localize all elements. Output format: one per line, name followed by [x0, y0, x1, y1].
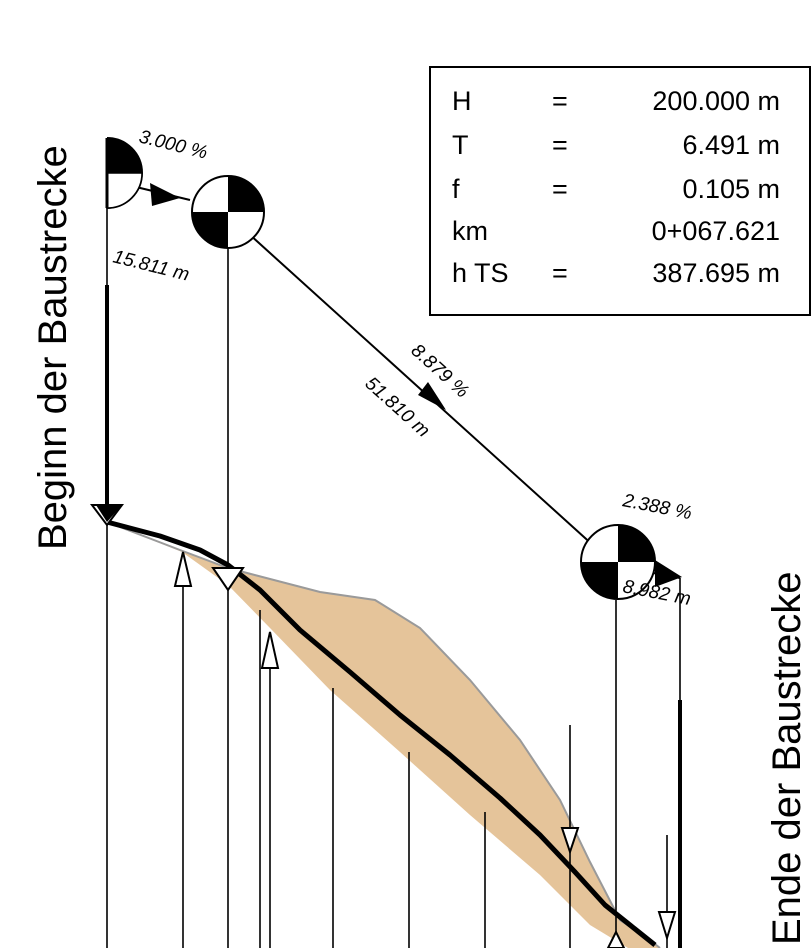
segment-2-grade: 8.879 %	[407, 340, 473, 402]
start-label: Beginn der Baustrecke	[31, 145, 75, 550]
vertex-marker-1	[191, 175, 265, 249]
info-key: km	[452, 216, 488, 246]
info-eq: =	[552, 86, 568, 116]
tangent-arrow-2	[418, 382, 446, 410]
up-arrows	[173, 551, 626, 948]
info-eq: =	[552, 174, 568, 204]
tangent-arrow-3	[655, 560, 682, 587]
info-key: H	[452, 86, 472, 116]
info-key: h TS	[452, 258, 509, 288]
segment-1-length: 15.811 m	[111, 246, 192, 285]
segment-3-grade: 2.388 %	[620, 490, 694, 524]
info-key: T	[452, 130, 469, 160]
info-box	[429, 66, 811, 316]
vertex-marker-2	[580, 524, 656, 600]
start-point-marker	[105, 137, 143, 209]
tangent-arrow-1	[150, 183, 180, 206]
info-value: 0+067.621	[652, 216, 780, 246]
design-grade-line	[106, 519, 657, 947]
segment-1-grade: 3.000 %	[137, 126, 210, 163]
terrain-fill	[107, 522, 660, 948]
start-down-arrow-fill	[96, 505, 122, 522]
info-key: f	[452, 174, 460, 204]
info-value: 387.695 m	[652, 258, 780, 288]
info-value: 0.105 m	[682, 174, 780, 204]
segment-2-length: 51.810 m	[361, 373, 434, 442]
info-rows: H = 200.000 m T = 6.491 m f = 0.105 m km…	[452, 86, 780, 288]
info-eq: =	[552, 258, 568, 288]
info-value: 200.000 m	[652, 86, 780, 116]
info-eq: =	[552, 130, 568, 160]
info-value: 6.491 m	[682, 130, 780, 160]
end-label: Ende der Baustrecke	[765, 571, 809, 945]
